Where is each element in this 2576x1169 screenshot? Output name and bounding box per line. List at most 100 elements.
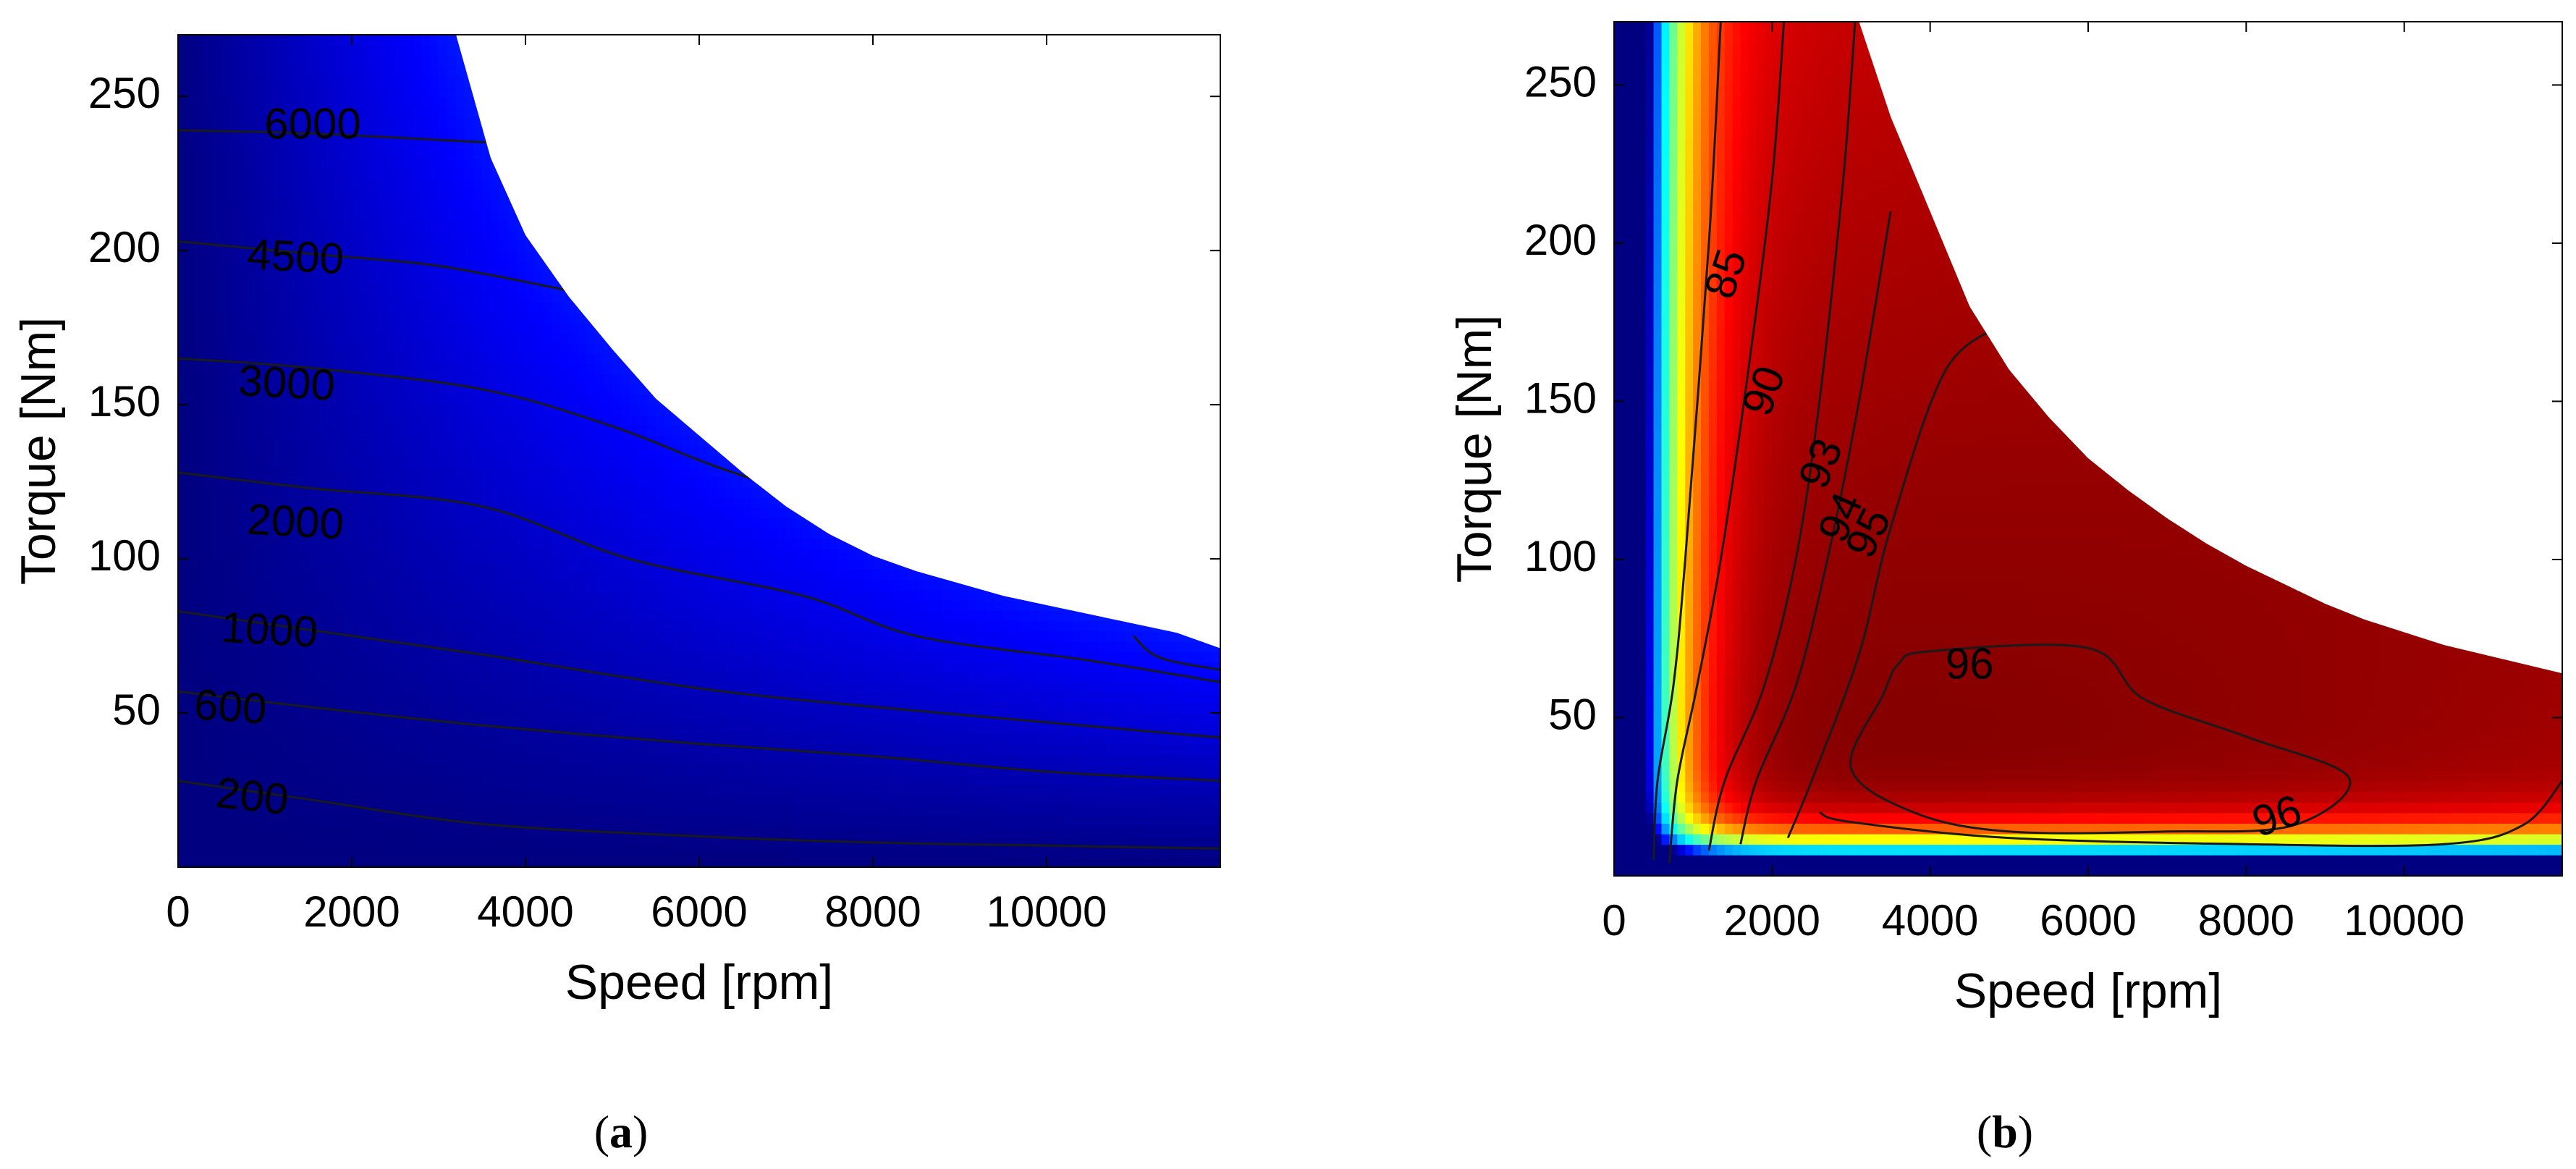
heatmap-cell [543, 342, 552, 354]
heatmap-cell [378, 733, 387, 745]
heatmap-cell [439, 620, 448, 632]
heatmap-cell [595, 35, 604, 46]
heatmap-cell [612, 312, 622, 324]
heatmap-cell [213, 559, 222, 570]
heatmap-cell [465, 312, 474, 324]
heatmap-cell [282, 75, 292, 87]
heatmap-cell [413, 35, 422, 46]
heatmap-cell [291, 589, 300, 601]
heatmap-cell [473, 692, 483, 704]
heatmap-cell [517, 291, 526, 303]
heatmap-cell [465, 271, 474, 282]
heatmap-cell [439, 106, 448, 118]
heatmap-cell [491, 75, 500, 87]
heatmap-cell [508, 189, 518, 200]
heatmap-cell [439, 415, 448, 426]
heatmap-cell [473, 662, 483, 672]
heatmap-cell [682, 579, 691, 591]
heatmap-cell [664, 702, 674, 714]
heatmap-cell [543, 620, 552, 632]
heatmap-cell [178, 672, 187, 683]
heatmap-cell [430, 846, 439, 858]
heatmap-cell [265, 291, 274, 303]
heatmap-cell [682, 250, 691, 262]
heatmap-cell [638, 148, 648, 159]
heatmap-cell [230, 518, 240, 529]
heatmap-cell [638, 374, 648, 385]
heatmap-cell [300, 518, 309, 529]
heatmap-cell [178, 281, 187, 292]
heatmap-cell [586, 856, 596, 867]
heatmap-cell [673, 75, 683, 87]
heatmap-cell [534, 158, 544, 169]
heatmap-cell [326, 261, 335, 272]
heatmap-cell [178, 548, 187, 560]
heatmap-cell [404, 45, 413, 56]
heatmap-cell [525, 158, 535, 169]
heatmap-cell [543, 302, 552, 313]
heatmap-cell [378, 363, 387, 375]
heatmap-cell [621, 785, 630, 796]
heatmap-cell [360, 775, 370, 786]
heatmap-cell [291, 672, 300, 683]
heatmap-cell [395, 117, 405, 128]
heatmap-cell [187, 415, 196, 426]
heatmap-cell [274, 713, 283, 724]
heatmap-cell [230, 209, 240, 221]
heatmap-cell [647, 148, 656, 159]
heatmap-cell [525, 353, 535, 365]
heatmap-cell [326, 158, 335, 169]
heatmap-cell [604, 795, 613, 806]
heatmap-cell [387, 476, 396, 488]
heatmap-cell [595, 189, 604, 200]
heatmap-cell [482, 353, 491, 365]
heatmap-cell [656, 158, 665, 169]
heatmap-cell [499, 630, 509, 642]
heatmap-cell [352, 240, 361, 251]
heatmap-cell [465, 610, 474, 622]
heatmap-cell [378, 662, 387, 672]
heatmap-cell [430, 579, 439, 591]
heatmap-cell [560, 435, 570, 447]
heatmap-cell [691, 322, 700, 334]
heatmap-cell [517, 610, 526, 622]
heatmap-cell [699, 86, 709, 97]
heatmap-cell [195, 569, 205, 581]
heatmap-cell [300, 158, 309, 169]
heatmap-cell [352, 178, 361, 190]
heatmap-cell [612, 219, 622, 231]
heatmap-cell [204, 476, 214, 488]
heatmap-cell [187, 445, 196, 457]
heatmap-cell [187, 291, 196, 303]
heatmap-cell [395, 35, 405, 46]
heatmap-cell [708, 702, 717, 714]
heatmap-cell [369, 158, 379, 169]
heatmap-cell [239, 35, 248, 46]
heatmap-cell [534, 271, 544, 282]
heatmap-cell [638, 189, 648, 200]
heatmap-cell [664, 106, 674, 118]
heatmap-cell [265, 281, 274, 292]
heatmap-cell [525, 75, 535, 87]
heatmap-cell [586, 713, 596, 724]
heatmap-cell [691, 476, 700, 488]
heatmap-cell [256, 250, 266, 262]
heatmap-cell [656, 754, 665, 765]
heatmap-cell [630, 713, 639, 724]
heatmap-cell [300, 610, 309, 622]
heatmap-cell [447, 127, 457, 138]
heatmap-cell [447, 96, 457, 108]
heatmap-cell [552, 271, 561, 282]
heatmap-cell [482, 106, 491, 118]
heatmap-cell [491, 599, 500, 611]
heatmap-cell [317, 240, 326, 251]
heatmap-cell [369, 795, 379, 806]
heatmap-cell [239, 302, 248, 313]
heatmap-cell [673, 117, 683, 128]
heatmap-cell [352, 559, 361, 570]
heatmap-cell [543, 332, 552, 344]
heatmap-cell [360, 261, 370, 272]
heatmap-cell [300, 589, 309, 601]
heatmap-cell [534, 117, 544, 128]
heatmap-cell [673, 261, 683, 272]
